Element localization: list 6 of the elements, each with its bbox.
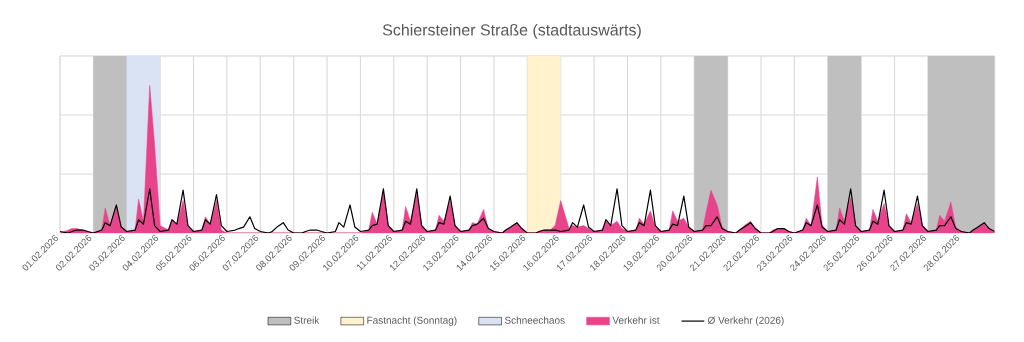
- chart-title: Schiersteiner Straße (stadtauswärts): [382, 23, 641, 39]
- legend-label: Schneechaos: [504, 316, 565, 324]
- legend-label: Ø Verkehr (2026): [707, 316, 784, 326]
- legend-label: Streik: [294, 316, 320, 324]
- legend-label: Verkehr ist: [612, 316, 660, 324]
- legend-label: Fastnacht (Sonntag): [367, 316, 457, 326]
